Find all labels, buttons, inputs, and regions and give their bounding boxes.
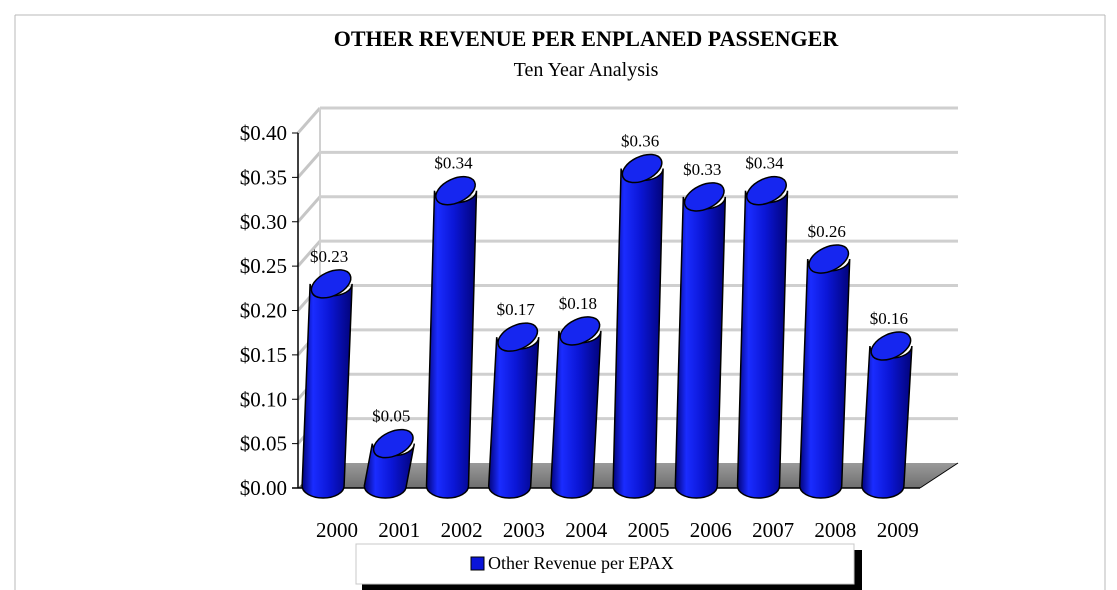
bar bbox=[487, 322, 540, 499]
bar bbox=[425, 175, 478, 499]
x-tick-label: 2009 bbox=[877, 518, 919, 542]
bar-body bbox=[674, 196, 727, 499]
data-label: $0.18 bbox=[559, 294, 597, 313]
bar bbox=[798, 244, 851, 499]
gridline-wall bbox=[296, 107, 322, 134]
bar-top bbox=[870, 331, 912, 361]
bar-top bbox=[497, 322, 539, 352]
data-label: $0.05 bbox=[372, 407, 410, 426]
legend: Other Revenue per EPAX bbox=[355, 543, 862, 590]
gridline-wall bbox=[296, 240, 322, 268]
bar bbox=[674, 182, 727, 499]
y-axis-labels: $0.00 $0.05 $0.10 $0.15 $0.20 $0.25 $0.30 $0.35… bbox=[240, 121, 298, 500]
bar-body bbox=[798, 258, 851, 499]
data-label: $0.23 bbox=[310, 247, 348, 266]
x-tick-label: 2004 bbox=[565, 518, 608, 542]
bar-body bbox=[612, 168, 664, 499]
floor-edge-line bbox=[919, 462, 959, 489]
x-tick-label: 2002 bbox=[441, 518, 483, 542]
bar-top bbox=[808, 244, 850, 274]
y-tick-label: $0.35 bbox=[240, 165, 287, 189]
x-tick-label: 2000 bbox=[316, 518, 358, 542]
bar bbox=[363, 428, 416, 499]
x-tick-label: 2007 bbox=[752, 518, 794, 542]
gridline-wall bbox=[296, 195, 322, 223]
bar-top bbox=[435, 175, 476, 206]
x-tick-label: 2001 bbox=[378, 518, 420, 542]
legend-entry: Other Revenue per EPAX bbox=[488, 553, 674, 573]
data-label: $0.34 bbox=[745, 154, 784, 173]
legend-box bbox=[355, 543, 855, 585]
y-tick-label: $0.05 bbox=[240, 432, 287, 456]
bar-top bbox=[310, 269, 352, 299]
data-label: $0.17 bbox=[497, 300, 536, 319]
x-tick-label: 2005 bbox=[628, 518, 670, 542]
x-tick-label: 2006 bbox=[690, 518, 732, 542]
y-tick-label: $0.00 bbox=[240, 476, 287, 500]
chart-subtitle: Ten Year Analysis bbox=[514, 59, 659, 81]
bar-body bbox=[550, 330, 602, 499]
bar bbox=[550, 316, 602, 499]
data-label: $0.16 bbox=[870, 309, 908, 328]
bar-top bbox=[559, 316, 601, 346]
bar-body bbox=[487, 337, 540, 499]
x-axis-labels: 2000 2001 2002 2003 2004 2005 2006 2007 2008 2009 bbox=[316, 518, 919, 542]
y-tick-label: $0.25 bbox=[240, 254, 287, 278]
data-label: $0.36 bbox=[621, 132, 659, 151]
bar bbox=[612, 153, 664, 499]
x-tick-label: 2003 bbox=[503, 518, 545, 542]
x-tick-label: 2008 bbox=[814, 518, 856, 542]
y-tick-label: $0.10 bbox=[240, 387, 287, 411]
data-label: $0.33 bbox=[683, 160, 721, 179]
bar-body bbox=[301, 283, 353, 499]
bar-body bbox=[425, 190, 478, 499]
y-tick-label: $0.15 bbox=[240, 343, 287, 367]
bar bbox=[736, 175, 789, 499]
bar-top bbox=[372, 428, 414, 459]
y-tick-label: $0.40 bbox=[240, 121, 287, 145]
legend-swatch bbox=[470, 556, 485, 571]
bar bbox=[301, 269, 353, 499]
data-labels: $0.23 $0.05 $0.34 $0.17 $0.18 $0.36 $0.33 $0.34… bbox=[310, 132, 908, 426]
y-tick-label: $0.20 bbox=[240, 299, 287, 323]
bar-top bbox=[746, 175, 787, 206]
data-label: $0.34 bbox=[434, 154, 473, 173]
bar-body bbox=[736, 190, 789, 499]
bar-top bbox=[621, 153, 663, 184]
data-label: $0.26 bbox=[808, 222, 846, 241]
bar-body bbox=[861, 345, 913, 499]
y-tick-label: $0.30 bbox=[240, 210, 287, 234]
gridline-wall bbox=[296, 151, 322, 179]
bars-group bbox=[301, 153, 913, 499]
bar bbox=[861, 331, 913, 499]
bar-top bbox=[683, 182, 725, 212]
chart-title: OTHER REVENUE PER ENPLANED PASSENGER bbox=[334, 26, 840, 51]
